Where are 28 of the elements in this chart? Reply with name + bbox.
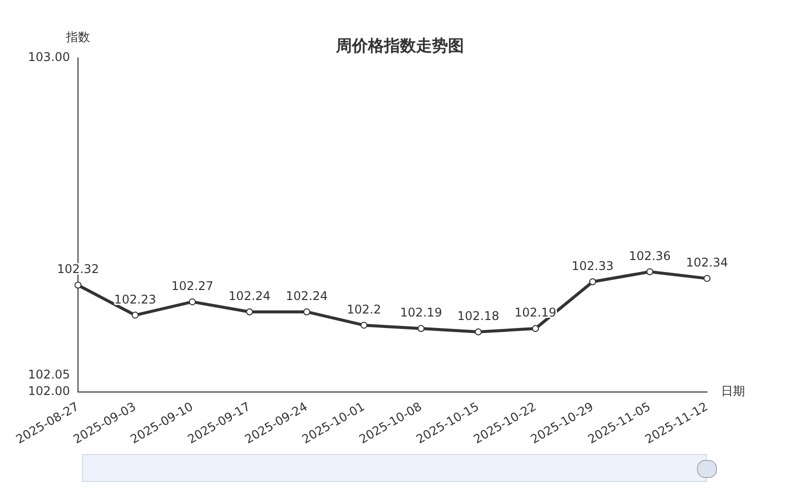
data-label: 102.34 bbox=[686, 256, 728, 270]
point bbox=[360, 322, 368, 329]
chart-title: 周价格指数走势图 bbox=[335, 36, 464, 56]
data-label: 102.18 bbox=[457, 309, 500, 324]
point bbox=[704, 274, 710, 282]
y-tick-label: 102.05 bbox=[28, 367, 70, 382]
point bbox=[532, 325, 539, 332]
point bbox=[74, 282, 82, 289]
data-label: 102.24 bbox=[286, 288, 328, 303]
data-label: 102.36 bbox=[628, 248, 671, 263]
point bbox=[418, 325, 425, 332]
point bbox=[188, 298, 196, 306]
data-label: 102.27 bbox=[171, 278, 214, 293]
point bbox=[474, 328, 482, 336]
point bbox=[589, 278, 596, 286]
data-label: 102.24 bbox=[228, 288, 271, 303]
point bbox=[646, 268, 654, 276]
y-axis-title: 指数 bbox=[65, 30, 90, 44]
y-tick-label: 103.00 bbox=[28, 50, 70, 64]
y-tick-label: 102.00 bbox=[28, 384, 70, 398]
data-label: 102.33 bbox=[572, 258, 614, 273]
data-label: 102.23 bbox=[114, 292, 156, 306]
point bbox=[246, 308, 254, 316]
data-label: 102.19 bbox=[400, 306, 442, 320]
x-axis-title: 日期 bbox=[721, 384, 745, 398]
data-label: 102.2 bbox=[346, 302, 382, 316]
point bbox=[132, 312, 139, 319]
point bbox=[303, 308, 310, 316]
